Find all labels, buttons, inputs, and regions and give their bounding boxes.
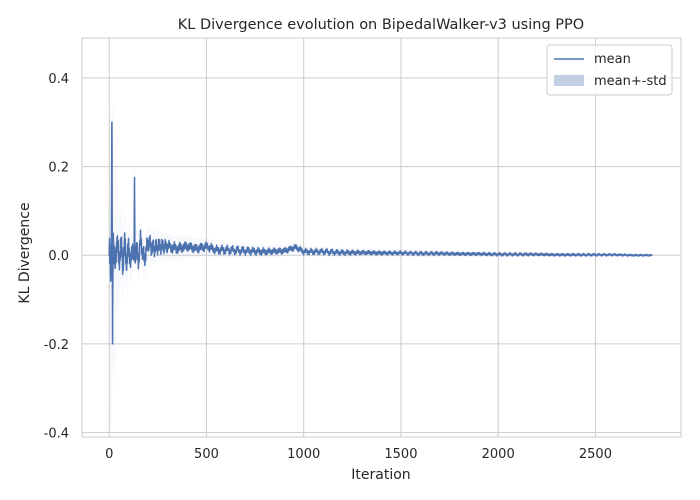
legend-mean-label: mean xyxy=(594,52,631,67)
x-tick-label: 500 xyxy=(194,447,219,462)
plot-frame xyxy=(81,37,682,438)
std-band-layer xyxy=(109,77,652,433)
plot-area xyxy=(81,37,682,438)
y-tick-label: 0.4 xyxy=(48,72,69,87)
y-tick-label: 0.2 xyxy=(48,161,69,176)
y-tick-label: 0.0 xyxy=(48,249,69,264)
chart-title: KL Divergence evolution on BipedalWalker… xyxy=(178,17,584,33)
y-tick-label: -0.4 xyxy=(44,427,69,442)
legend-std-swatch xyxy=(554,75,584,86)
x-axis-label: Iteration xyxy=(351,467,410,483)
x-tick-label: 1500 xyxy=(384,447,417,462)
x-tick-label: 1000 xyxy=(287,447,320,462)
plot-background xyxy=(82,38,681,437)
y-axis-label: KL Divergence xyxy=(17,202,33,303)
std-band xyxy=(109,77,652,433)
legend-std-label: mean+-std xyxy=(594,74,667,89)
mean-line-layer xyxy=(108,121,653,345)
x-tick-label: 2000 xyxy=(482,447,515,462)
legend: mean mean+-std xyxy=(546,44,673,96)
mean-series-line xyxy=(108,121,653,345)
y-tick-label: -0.2 xyxy=(44,338,69,353)
y-axis-ticks: -0.4 -0.2 0.0 0.2 0.4 xyxy=(44,72,69,442)
x-axis-ticks: 0 500 1000 1500 2000 2500 xyxy=(105,447,612,462)
x-tick-label: 2500 xyxy=(579,447,612,462)
x-tick-label: 0 xyxy=(105,447,113,462)
